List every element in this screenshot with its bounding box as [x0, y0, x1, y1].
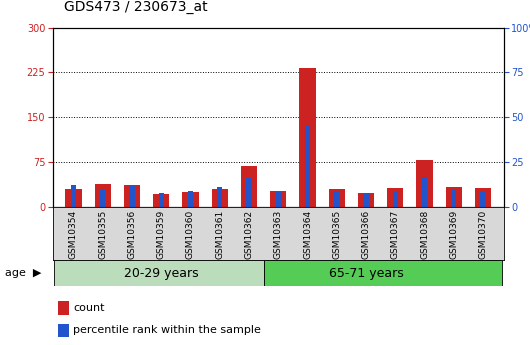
Bar — [480, 191, 485, 207]
Bar — [329, 189, 345, 207]
FancyBboxPatch shape — [55, 260, 263, 286]
Bar — [387, 188, 403, 207]
Bar — [451, 189, 456, 207]
Bar — [446, 187, 462, 207]
Text: 65-71 years: 65-71 years — [329, 267, 403, 280]
Text: GSM10367: GSM10367 — [391, 210, 400, 259]
Bar — [153, 194, 169, 207]
Bar — [158, 193, 164, 207]
Text: GSM10370: GSM10370 — [479, 210, 488, 259]
Bar — [276, 191, 281, 207]
Text: GSM10364: GSM10364 — [303, 210, 312, 259]
Text: GSM10361: GSM10361 — [215, 210, 224, 259]
Text: 20-29 years: 20-29 years — [124, 267, 199, 280]
Bar — [246, 178, 252, 207]
Text: GSM10360: GSM10360 — [186, 210, 195, 259]
Text: GSM10369: GSM10369 — [449, 210, 458, 259]
Bar — [100, 189, 105, 207]
Bar — [65, 189, 82, 207]
Bar — [270, 191, 286, 207]
Text: GSM10368: GSM10368 — [420, 210, 429, 259]
Text: percentile rank within the sample: percentile rank within the sample — [73, 325, 261, 335]
Bar — [71, 186, 76, 207]
Text: GSM10355: GSM10355 — [98, 210, 107, 259]
Text: age  ▶: age ▶ — [5, 268, 42, 278]
Bar — [124, 185, 140, 207]
Bar — [305, 126, 310, 207]
Bar — [57, 301, 69, 315]
Bar — [129, 186, 135, 207]
Text: GSM10354: GSM10354 — [69, 210, 78, 259]
Bar — [188, 191, 193, 207]
Bar — [334, 191, 339, 207]
Bar — [299, 68, 315, 207]
Bar — [241, 166, 257, 207]
Bar — [422, 177, 427, 207]
Bar — [417, 160, 432, 207]
Text: count: count — [73, 303, 105, 313]
Bar — [393, 191, 398, 207]
Text: GDS473 / 230673_at: GDS473 / 230673_at — [64, 0, 207, 14]
Text: GSM10362: GSM10362 — [244, 210, 253, 259]
Bar — [217, 187, 223, 207]
FancyBboxPatch shape — [263, 260, 502, 286]
Text: GSM10365: GSM10365 — [332, 210, 341, 259]
Text: GSM10359: GSM10359 — [157, 210, 166, 259]
Bar — [182, 192, 199, 207]
Bar — [364, 193, 369, 207]
Text: GSM10356: GSM10356 — [128, 210, 137, 259]
Bar — [211, 189, 228, 207]
Text: GSM10366: GSM10366 — [361, 210, 370, 259]
Text: GSM10363: GSM10363 — [274, 210, 282, 259]
Bar — [57, 324, 69, 337]
Bar — [358, 193, 374, 207]
Bar — [95, 184, 111, 207]
Bar — [475, 188, 491, 207]
